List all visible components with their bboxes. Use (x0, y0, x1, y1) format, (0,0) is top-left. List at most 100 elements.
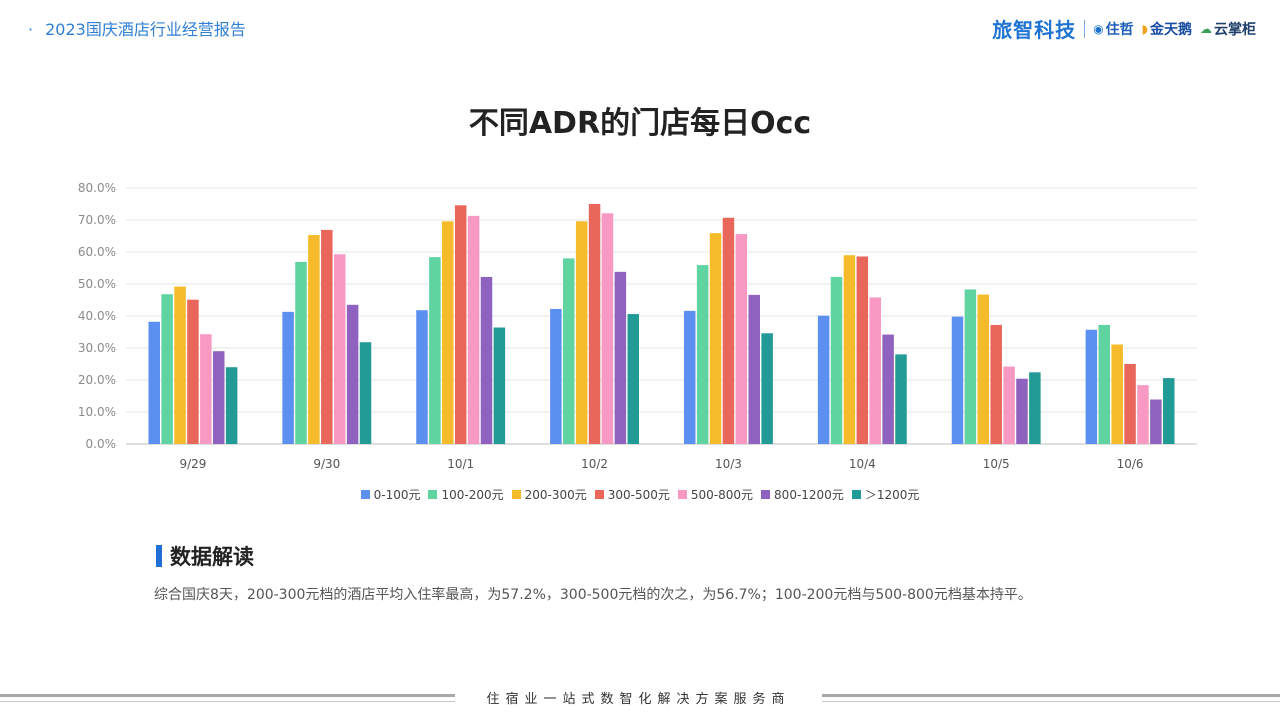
y-tick-label: 70.0% (78, 213, 116, 227)
legend-label: 100-200元 (441, 488, 504, 502)
bar (333, 254, 346, 444)
brand-logos: 旅智科技 ◉ 住哲 ◗ 金天鹅 ☁ 云掌柜 (992, 14, 1256, 43)
bar (200, 334, 212, 444)
bar (627, 314, 640, 444)
footer-slogan: 住宿业一站式数智化解决方案服务商 (486, 692, 791, 707)
legend-item: 500-800元 (677, 486, 754, 503)
bar (416, 310, 428, 444)
y-tick-label: 60.0% (78, 245, 116, 259)
logo-zhuzhe: ◉ 住哲 (1093, 19, 1133, 39)
logo-zhuzhe-text: 住哲 (1105, 21, 1134, 38)
analysis-heading: 数据解读 (156, 541, 254, 571)
bar (1016, 378, 1028, 444)
bar (588, 204, 601, 444)
footer-divider-left (0, 694, 455, 702)
bar (359, 342, 372, 444)
legend-item: 300-500元 (594, 486, 670, 503)
bar (735, 234, 748, 444)
x-tick-label: 10/5 (983, 457, 1010, 471)
bar (225, 367, 238, 444)
legend-swatch (677, 490, 687, 499)
bar (174, 286, 186, 444)
bar (817, 315, 830, 444)
bar (748, 294, 760, 444)
chart-legend: 0-100元 100-200元 200-300元 300-500元 500-800元 80… (0, 486, 1280, 503)
logo-yunzhanggui: ☁ 云掌柜 (1200, 19, 1256, 39)
logo-jintiane-text: 金天鹅 (1150, 21, 1192, 38)
footer-divider-right (822, 694, 1280, 702)
bar (1150, 399, 1162, 444)
legend-label: 0-100元 (373, 488, 421, 502)
bar (187, 299, 199, 444)
bar (161, 294, 173, 444)
y-tick-label: 80.0% (78, 181, 116, 195)
zhuzhe-logo-icon: ◉ (1093, 21, 1104, 36)
bar (321, 229, 333, 444)
bar (895, 354, 907, 444)
legend-item: 0-100元 (360, 486, 421, 503)
bar (429, 257, 441, 444)
section-marker (156, 545, 162, 567)
x-tick-label: 10/1 (447, 457, 474, 471)
bar (856, 256, 869, 444)
analysis-text: 综合国庆8天，200-300元档的酒店平均入住率最高，为57.2%，300-50… (154, 587, 1032, 603)
bar (454, 205, 467, 444)
bar (964, 289, 977, 444)
legend-label: 500-800元 (690, 488, 754, 502)
bar (1085, 329, 1098, 444)
x-tick-label: 10/2 (581, 457, 608, 471)
legend-item: 800-1200元 (761, 486, 844, 503)
bar (550, 308, 562, 444)
bar (990, 324, 1002, 444)
bar (869, 297, 881, 444)
bar (282, 311, 294, 444)
y-tick-label: 10.0% (78, 405, 116, 419)
y-tick-label: 0.0% (86, 437, 117, 451)
bar-chart: 0.0% 10.0% 20.0% 30.0% 40.0% 50.0% 60.0% 70.0% 8… (78, 181, 1197, 471)
legend-label: 300-500元 (607, 488, 670, 502)
swan-logo-icon: ◗ (1141, 21, 1148, 36)
x-tick-label: 9/29 (179, 457, 206, 471)
bar (1124, 364, 1136, 444)
bar (1029, 372, 1041, 444)
y-tick-label: 30.0% (78, 341, 116, 355)
bar (1098, 324, 1111, 444)
bar (696, 265, 709, 444)
x-tick-label: 9/30 (313, 457, 340, 471)
bar (467, 215, 480, 444)
bar (683, 310, 696, 444)
bar (346, 304, 359, 444)
bar (977, 294, 990, 444)
bar (722, 217, 735, 444)
bar (308, 235, 320, 444)
legend-label: 800-1200元 (774, 488, 844, 502)
y-tick-label: 50.0% (78, 277, 116, 291)
x-tick-label: 10/4 (849, 457, 876, 471)
y-tick-label: 40.0% (78, 309, 116, 323)
legend-item: ＞1200元 (851, 486, 920, 503)
logo-jintiane: ◗ 金天鹅 (1142, 19, 1192, 39)
bar (493, 327, 506, 444)
legend-item: 100-200元 (428, 486, 504, 503)
bar (442, 221, 454, 444)
bar (709, 233, 722, 444)
y-tick-label: 20.0% (78, 373, 116, 387)
bar (212, 351, 225, 444)
legend-swatch (360, 490, 370, 499)
logo-lvzhi: 旅智科技 (992, 18, 1077, 42)
legend-swatch (511, 490, 521, 499)
logo-yunzhanggui-text: 云掌柜 (1214, 21, 1256, 38)
legend-label: ＞1200元 (864, 488, 920, 502)
bar (882, 334, 894, 444)
legend-label: 200-300元 (524, 488, 587, 502)
chart-title: 不同ADR的门店每日Occ (468, 106, 812, 141)
bar (480, 276, 493, 444)
bar (614, 271, 627, 444)
bullet-dot-icon: · (28, 20, 34, 39)
legend-swatch (851, 490, 861, 499)
x-tick-label: 10/6 (1117, 457, 1144, 471)
legend-swatch (428, 490, 438, 499)
bar (761, 333, 773, 444)
bar (575, 221, 588, 444)
analysis-heading-text: 数据解读 (170, 545, 254, 569)
